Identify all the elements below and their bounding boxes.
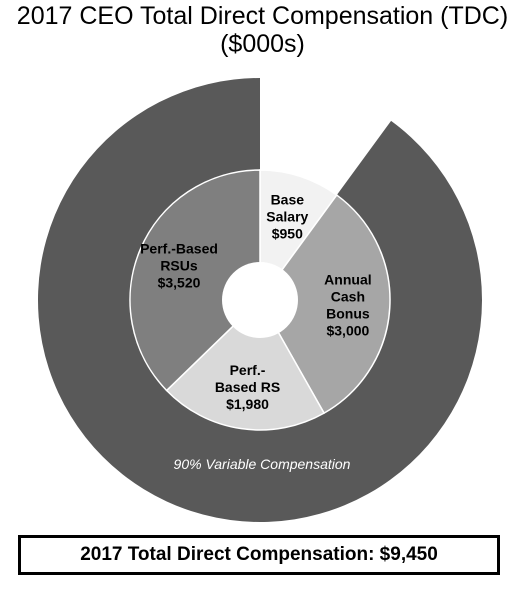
inner-slice-2 [165, 298, 326, 431]
chart-title-line-2: ($000s) [220, 30, 305, 58]
donut-hole [222, 262, 298, 338]
total-compensation-box: 2017 Total Direct Compensation: $9,450 [18, 535, 500, 575]
inner-slice-label-2-line-0: Perf.- [230, 362, 266, 378]
total-compensation-label: 2017 Total Direct Compensation: $9,450 [80, 544, 438, 565]
chart-title: 2017 CEO Total Direct Compensation (TDC)… [0, 2, 525, 58]
compensation-donut-chart: Base Salary $950 Annual Cash Bonus $3,000 Perf.… [37, 78, 482, 522]
inner-slice-label-1-line-0: Annual [324, 272, 371, 288]
inner-ring-slices [129, 169, 391, 431]
inner-slice-label-0: Base Salary $950 [266, 191, 308, 241]
inner-slice-label-2: Perf.-Based RS $1,980 [215, 362, 280, 412]
inner-slice-label-3-line-1: RSUs [160, 258, 198, 274]
inner-slice-label-0-line-2: $950 [272, 225, 303, 241]
inner-slice-label-1-line-1: Cash [331, 289, 365, 305]
chart-title-line-1: 2017 CEO Total Direct Compensation (TDC) [16, 2, 509, 30]
inner-slice-label-3-line-2: $3,520 [158, 275, 201, 291]
inner-slice-1 [259, 194, 391, 415]
inner-slice-label-1: Annual Cash Bonus $3,000 [324, 272, 371, 339]
inner-slice-label-3-line-0: Perf.-Based [140, 241, 218, 257]
inner-slice-label-0-line-0: Base [271, 191, 305, 207]
inner-slice-label-0-line-1: Salary [266, 208, 308, 224]
inner-ring-labels: Base Salary $950 Annual Cash Bonus $3,000 Perf.… [140, 191, 372, 412]
inner-slice-label-3: Perf.-Based RSUs $3,520 [140, 241, 218, 291]
variable-compensation-label: 90% Variable Compensation [174, 456, 351, 472]
inner-slice-label-1-line-3: $3,000 [326, 323, 369, 339]
inner-slice-3 [129, 169, 261, 392]
inner-slice-label-1-line-2: Bonus [326, 306, 370, 322]
inner-slice-label-2-line-2: $1,980 [226, 396, 269, 412]
inner-slice-label-2-line-1: Based RS [215, 379, 280, 395]
